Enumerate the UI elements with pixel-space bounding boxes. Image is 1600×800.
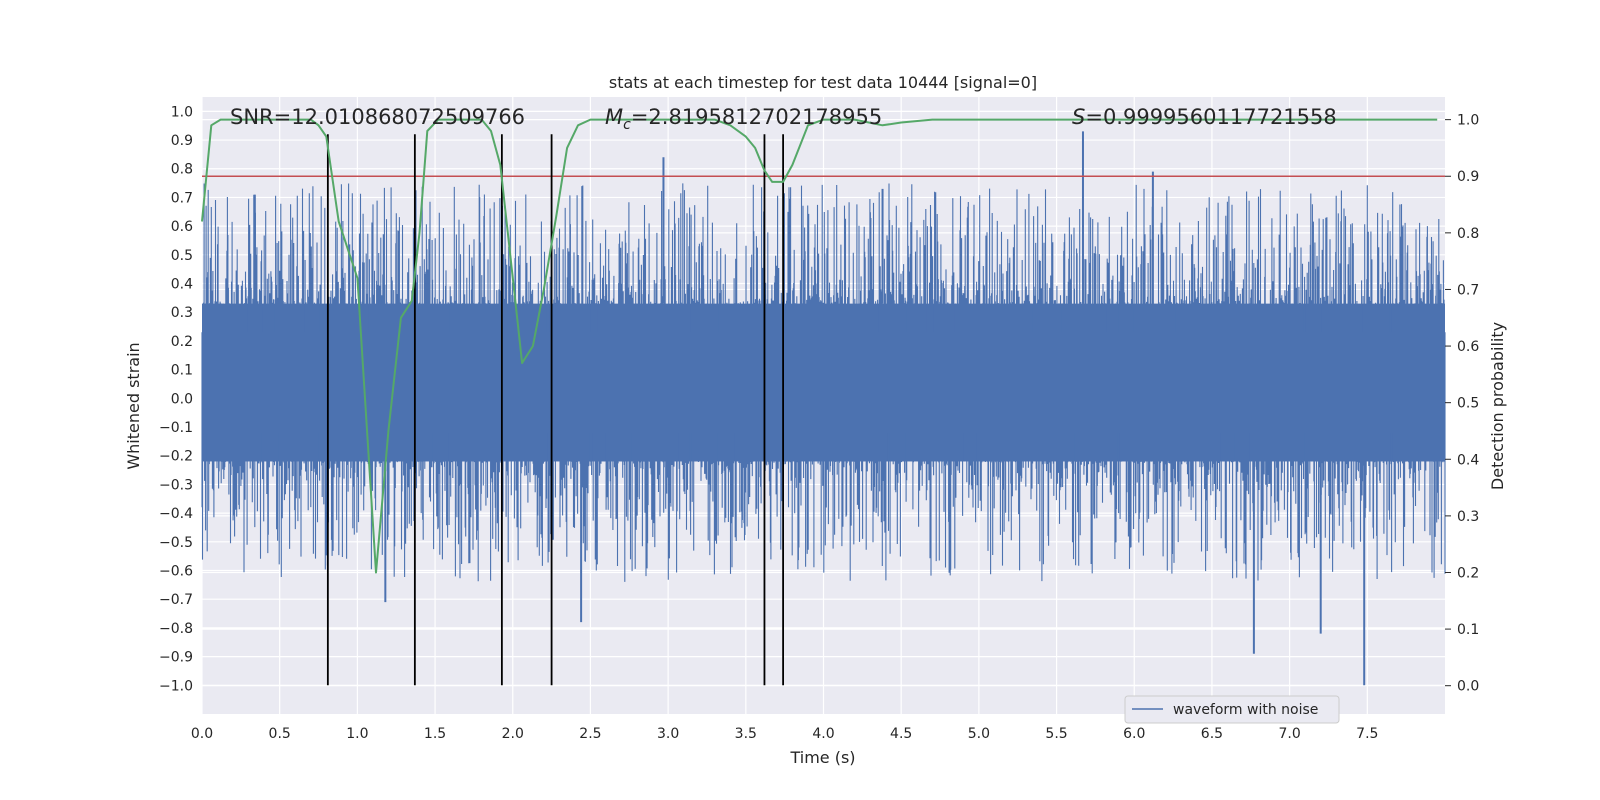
event-markers	[326, 134, 785, 686]
right-y-tick-label: 0.5	[1457, 396, 1479, 412]
x-axis-label: Time (s)	[789, 748, 855, 767]
x-tick-label: 0.0	[191, 726, 213, 742]
right-y-tick-label: 0.6	[1457, 339, 1479, 355]
x-tick-label: 4.5	[890, 726, 912, 742]
right-y-axis-label: Detection probability	[1488, 322, 1507, 490]
left-y-tick-label: −0.9	[159, 650, 193, 666]
chirp-mass-subscript: c	[623, 117, 631, 133]
left-y-tick-labels: 1.0 0.9 0.8 0.7 0.6 0.5 0.4 0.3 0.2 0.1 0.0 −0.1 −0.…	[159, 104, 193, 694]
left-y-tick-label: 0.7	[171, 190, 193, 206]
x-tick-label: 1.0	[346, 726, 368, 742]
chirp-mass-annotation: Mc=2.8195812702178955	[605, 105, 882, 133]
left-y-tick-label: 0.0	[171, 391, 193, 407]
left-y-tick-label: 0.4	[171, 277, 193, 293]
right-y-tick-label: 0.3	[1457, 509, 1479, 525]
snr-annotation: SNR=12.010868072509766	[230, 105, 525, 129]
probability-line	[201, 118, 1438, 574]
right-y-tick-label: 0.8	[1457, 226, 1479, 242]
x-tick-label: 6.5	[1201, 726, 1223, 742]
legend-box	[1124, 695, 1340, 724]
right-y-tick-label: 0.7	[1457, 282, 1479, 298]
right-y-tick-label: 0.0	[1457, 679, 1479, 695]
legend: waveform with noise	[1124, 695, 1340, 724]
right-y-tick-label: 0.1	[1457, 622, 1479, 638]
x-tick-label: 0.5	[269, 726, 291, 742]
x-tick-label: 3.0	[657, 726, 679, 742]
chirp-mass-symbol: M	[605, 105, 623, 129]
right-y-tick-labels: 1.0 0.9 0.8 0.7 0.6 0.5 0.4 0.3 0.2 0.1 0.0	[1445, 113, 1479, 695]
x-tick-label: 2.0	[502, 726, 524, 742]
left-y-tick-label: 1.0	[171, 104, 193, 120]
x-tick-labels: 0.0 0.5 1.0 1.5 2.0 2.5 3.0 3.5 4.0 4.5 5.0 5.5 6.0 6…	[191, 726, 1379, 742]
left-y-tick-label: −0.4	[159, 506, 193, 522]
x-tick-label: 2.5	[579, 726, 601, 742]
x-tick-label: 4.0	[812, 726, 834, 742]
s-value: =0.9999560117721558	[1085, 105, 1336, 129]
left-y-tick-label: 0.1	[171, 363, 193, 379]
waveform-series	[201, 131, 1446, 686]
x-tick-label: 1.5	[424, 726, 446, 742]
right-y-tick-label: 0.9	[1457, 169, 1479, 185]
x-tick-label: 6.0	[1123, 726, 1145, 742]
x-tick-label: 5.0	[968, 726, 990, 742]
chirp-mass-value: =2.8195812702178955	[631, 105, 882, 129]
x-tick-label: 3.5	[735, 726, 757, 742]
x-tick-label: 7.5	[1356, 726, 1378, 742]
s-symbol: S	[1072, 105, 1085, 129]
probability-series	[201, 118, 1438, 574]
left-y-tick-label: −0.1	[159, 420, 193, 436]
right-y-tick-label: 0.4	[1457, 452, 1479, 468]
left-y-tick-label: −1.0	[159, 678, 193, 694]
left-y-tick-label: 0.6	[171, 219, 193, 235]
x-tick-label: 5.5	[1045, 726, 1067, 742]
left-y-axis-label: Whitened strain	[124, 342, 143, 469]
left-y-tick-label: −0.6	[159, 564, 193, 580]
right-y-tick-label: 1.0	[1457, 113, 1479, 129]
chart-title: stats at each timestep for test data 104…	[609, 73, 1037, 92]
left-y-tick-label: 0.3	[171, 305, 193, 321]
right-y-tick-label: 0.2	[1457, 565, 1479, 581]
left-y-tick-label: −0.2	[159, 449, 193, 465]
left-y-tick-label: −0.8	[159, 621, 193, 637]
legend-label: waveform with noise	[1173, 702, 1318, 718]
left-y-tick-label: −0.7	[159, 592, 193, 608]
waveform-noise	[201, 183, 1446, 582]
left-y-tick-label: 0.9	[171, 133, 193, 149]
s-annotation: S=0.9999560117721558	[1072, 105, 1337, 129]
x-tick-label: 7.0	[1278, 726, 1300, 742]
left-y-tick-label: 0.5	[171, 248, 193, 264]
left-y-tick-label: −0.3	[159, 477, 193, 493]
left-y-tick-label: −0.5	[159, 535, 193, 551]
left-y-tick-label: 0.8	[171, 162, 193, 178]
left-y-tick-label: 0.2	[171, 334, 193, 350]
